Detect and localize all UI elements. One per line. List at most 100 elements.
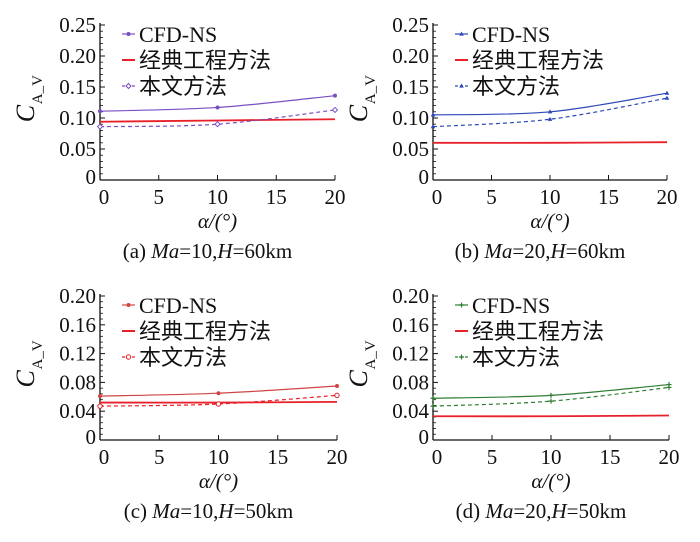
y-tick-label: 0.10 [392, 106, 429, 130]
caption-part: =50km [234, 499, 294, 523]
marker-triangle [547, 116, 553, 121]
marker-triangle [430, 112, 436, 117]
caption-part: (c) [124, 499, 153, 523]
series-line-1 [432, 141, 668, 144]
marker-plus [666, 384, 672, 390]
legend-label: 经典工程方法 [472, 48, 604, 73]
marker-diamond [331, 106, 339, 114]
x-tick-label: 0 [99, 445, 110, 469]
y-axis-label-main: C [344, 370, 373, 388]
caption-part: =20, [512, 239, 550, 263]
y-tick-label: 0.20 [392, 284, 429, 308]
y-axis-label-sub: A_V [30, 75, 46, 104]
y-tick-label: 0.05 [59, 137, 96, 161]
marker-dot [216, 391, 221, 396]
y-tick-label: 0.25 [59, 13, 96, 37]
x-tick-label: 10 [208, 445, 229, 469]
legend-label: CFD-NS [139, 293, 217, 318]
y-axis-label-sub: A_V [363, 75, 379, 104]
marker-triangle [459, 31, 464, 36]
caption-part: (d) [456, 499, 486, 523]
y-tick-label: 0.15 [392, 75, 429, 99]
marker-plus [548, 392, 554, 398]
y-tick-label: 0.04 [59, 399, 96, 423]
x-tick-label: 10 [540, 185, 561, 209]
x-tick-label: 0 [432, 185, 443, 209]
x-tick-label: 20 [657, 185, 678, 209]
y-axis-label: CA_V [344, 340, 379, 387]
x-tick-label: 0 [99, 185, 110, 209]
marker-dot [126, 32, 131, 36]
marker-plus [430, 403, 436, 409]
caption-part: H [217, 499, 235, 523]
marker-circle [125, 354, 132, 360]
marker-dot [98, 109, 102, 114]
caption-part: =10, [179, 239, 217, 263]
caption-part: =20, [513, 499, 551, 523]
marker-diamond [125, 82, 132, 90]
x-tick-label: 5 [154, 185, 165, 209]
y-tick-label: 0.20 [59, 284, 96, 308]
x-tick-label: 10 [541, 445, 562, 469]
panel-caption: (a) Ma=10,H=60km [123, 239, 293, 263]
chart-panel-c: 00.04 0.08 0.12 0.16 0.20 0 5 10 15 20 α/(°) CA_V CF… [11, 284, 348, 523]
x-tick-label: 5 [486, 185, 497, 209]
caption-part: H [216, 239, 234, 263]
y-axis-label-sub: A_V [30, 340, 46, 369]
caption-part: =10, [180, 499, 218, 523]
y-tick-label: 0.16 [59, 313, 96, 337]
chart-panel-b: 00.050.100.150.200.250 5 10 15 20α/(°)CA_VCF… [344, 13, 678, 263]
y-tick-label: 0 [86, 425, 97, 449]
panel-caption: (d) Ma=20,H=50km [456, 499, 627, 523]
y-axis-label-main: C [11, 370, 40, 388]
legend-label: 经典工程方法 [472, 319, 604, 344]
caption-part: Ma [151, 499, 180, 523]
x-tick-label: 15 [600, 445, 621, 469]
legend-label: CFD-NS [472, 22, 550, 47]
caption-part: Ma [484, 499, 513, 523]
marker-diamond [214, 120, 221, 128]
x-tick-label: 15 [598, 185, 619, 209]
caption-part: H [550, 499, 568, 523]
caption-part: Ma [483, 239, 512, 263]
y-tick-label: 0.25 [392, 13, 429, 37]
y-tick-label: 0.15 [59, 75, 96, 99]
x-axis-label: α/(°) [199, 469, 238, 493]
marker-triangle [664, 90, 670, 95]
x-tick-label: 20 [327, 445, 348, 469]
x-tick-label: 0 [432, 445, 443, 469]
series-line-1 [99, 118, 336, 123]
legend-label: CFD-NS [472, 293, 550, 318]
caption-part: Ma [150, 239, 179, 263]
y-axis-label-main: C [11, 104, 40, 122]
y-tick-label: 0 [419, 165, 430, 189]
y-tick-label: 0.20 [59, 44, 96, 68]
y-tick-label: 0.10 [59, 106, 96, 130]
x-tick-label: 20 [325, 185, 346, 209]
y-tick-label: 0.20 [392, 44, 429, 68]
caption-part: H [549, 239, 567, 263]
panel-caption: (c) Ma=10,H=50km [124, 499, 294, 523]
x-tick-label: 10 [207, 185, 228, 209]
legend-label: 经典工程方法 [139, 319, 271, 344]
panel-caption: (b) Ma=20,H=60km [455, 239, 626, 263]
x-axis-label: α/(°) [531, 469, 570, 493]
marker-circle [334, 392, 340, 399]
marker-circle [215, 401, 222, 407]
chart-panel-a: 00.050.100.150.200.250 5 10 15 20α/(°)CA_VCF… [11, 13, 346, 263]
caption-part: =50km [567, 499, 627, 523]
legend-label: 本文方法 [472, 74, 560, 99]
y-axis-label: CA_V [11, 340, 46, 387]
legend-label: 本文方法 [139, 345, 227, 370]
caption-part: (b) [455, 239, 485, 263]
marker-triangle [664, 95, 670, 100]
marker-triangle [459, 83, 464, 88]
y-axis-label-main: C [344, 104, 373, 122]
y-axis-label-sub: A_V [363, 340, 379, 369]
y-tick-label: 0.16 [392, 313, 429, 337]
y-tick-label: 0 [86, 165, 97, 189]
chart-panel-d: 00.04 0.08 0.12 0.16 0.20 0 5 10 15 20 α/(°) CA_V CF… [344, 284, 680, 523]
y-tick-label: 0.12 [392, 342, 429, 366]
y-axis-label: CA_V [344, 75, 379, 122]
